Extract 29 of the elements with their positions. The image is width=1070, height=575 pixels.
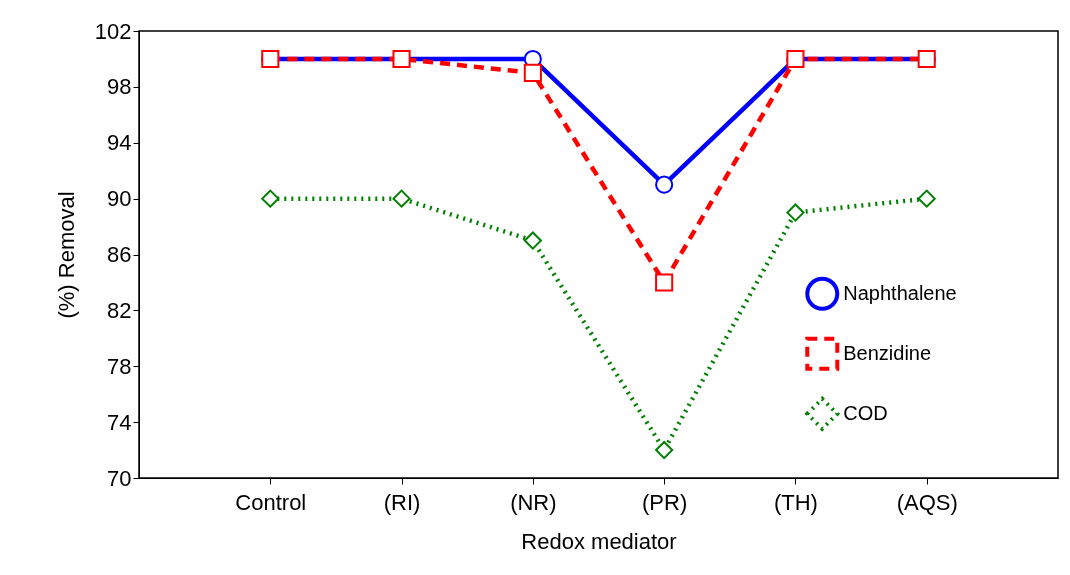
x-tick-label: (RI) (383, 489, 421, 515)
y-axis-title: (%) Removal (53, 191, 79, 319)
legend-label: COD (843, 401, 888, 424)
y-tick-label: 98 (107, 74, 132, 100)
point (655, 273, 674, 292)
y-tick-label: 82 (107, 297, 132, 323)
x-axis-title: Redox mediator (521, 528, 677, 554)
y-tick-label: 78 (107, 353, 132, 379)
point (786, 203, 805, 222)
legend-label: Benzidine (843, 341, 932, 364)
y-tick-label: 94 (107, 130, 132, 156)
x-tick-label: Control (235, 489, 307, 515)
y-tick-label: 90 (107, 186, 132, 212)
point (655, 175, 674, 194)
point (392, 189, 411, 208)
y-tick-label: 102 (94, 18, 132, 44)
point (523, 63, 542, 82)
point (523, 231, 542, 250)
x-tick-label: (TH) (773, 489, 818, 515)
y-tick-label: 86 (107, 242, 132, 267)
y-tick-label: 74 (107, 409, 132, 435)
point (655, 441, 674, 460)
point (917, 189, 936, 208)
x-tick-label: (AQS) (896, 489, 958, 515)
point (261, 189, 280, 208)
x-tick-label: (NR) (510, 489, 557, 515)
legend-label: Naphthalene (843, 281, 957, 304)
x-tick-label: (PR) (642, 489, 688, 515)
y-tick-label: 70 (107, 465, 132, 491)
